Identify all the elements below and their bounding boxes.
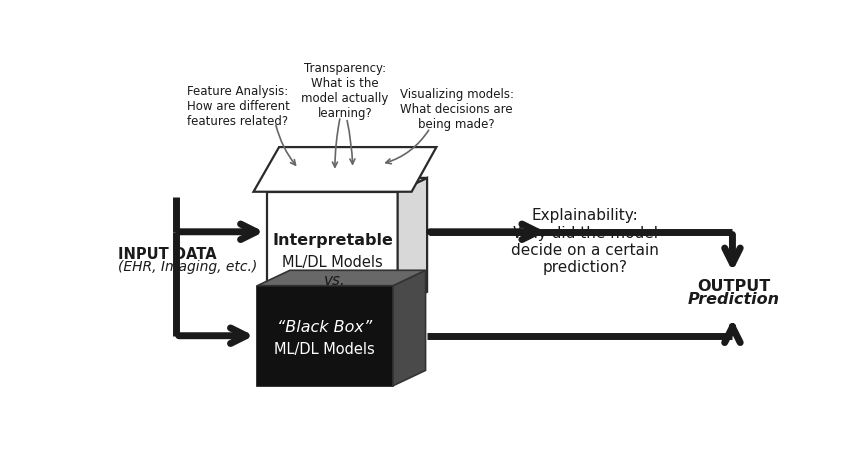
Text: Feature Analysis:
How are different
features related?: Feature Analysis: How are different feat… — [186, 85, 290, 128]
Polygon shape — [258, 286, 393, 386]
Text: (EHR, Imaging, etc.): (EHR, Imaging, etc.) — [118, 259, 257, 273]
Polygon shape — [393, 271, 426, 386]
Polygon shape — [398, 179, 427, 306]
Text: ML/DL Models: ML/DL Models — [275, 341, 375, 356]
Polygon shape — [268, 192, 398, 306]
Text: Visualizing models:
What decisions are
being made?: Visualizing models: What decisions are b… — [400, 88, 513, 131]
Text: INPUT DATA: INPUT DATA — [118, 246, 217, 261]
Text: ML/DL Models: ML/DL Models — [282, 254, 382, 269]
Text: Explainability:
Why did the model
decide on a certain
prediction?: Explainability: Why did the model decide… — [511, 208, 659, 275]
Text: “Black Box”: “Black Box” — [277, 319, 372, 334]
Text: Prediction: Prediction — [688, 291, 780, 306]
Polygon shape — [268, 179, 427, 192]
Text: Interpretable: Interpretable — [272, 232, 393, 247]
Polygon shape — [258, 271, 426, 286]
Text: Transparency:
What is the
model actually
learning?: Transparency: What is the model actually… — [301, 62, 388, 119]
Text: OUTPUT: OUTPUT — [697, 279, 771, 294]
Polygon shape — [253, 148, 436, 192]
Text: vs.: vs. — [324, 272, 346, 288]
